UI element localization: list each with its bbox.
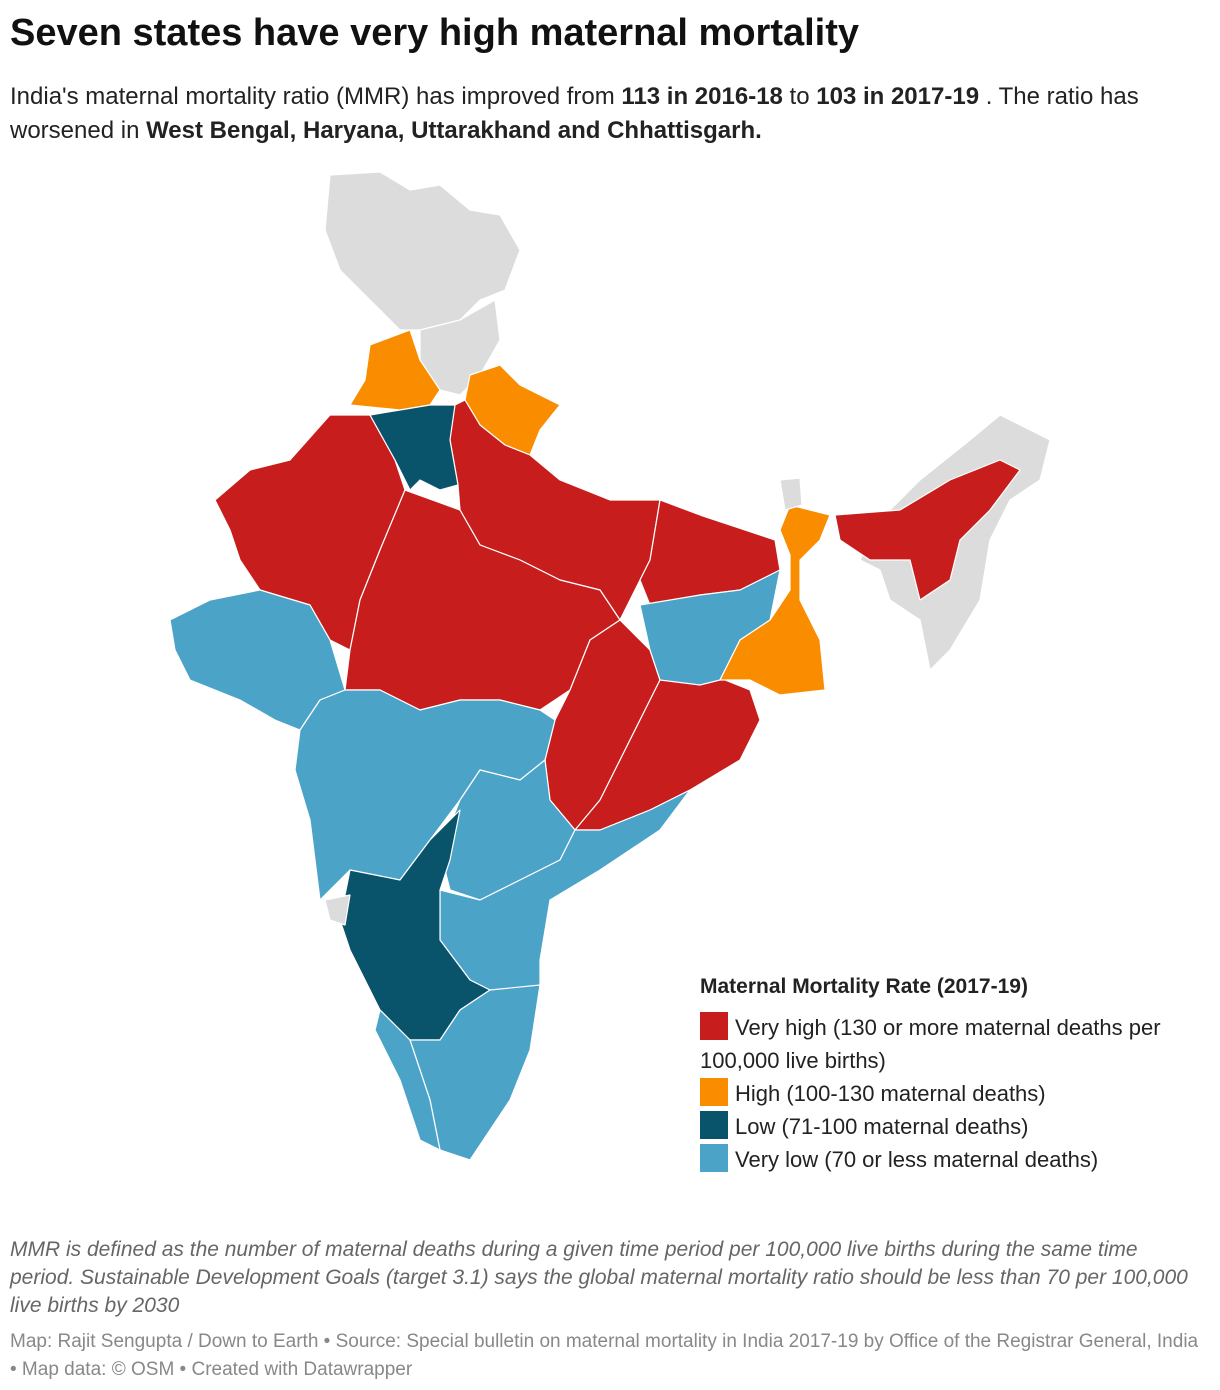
subtitle-segment: India's maternal mortality ratio (MMR) h…	[10, 83, 622, 110]
region	[324, 894, 351, 926]
region	[374, 1009, 441, 1151]
region	[834, 459, 1021, 601]
legend-label: Very high (130 or more maternal deaths p…	[700, 1015, 1161, 1073]
subtitle-segment: to	[782, 83, 817, 110]
legend-swatch	[700, 1078, 728, 1106]
subtitle-segment: . The ratio has worsened in	[10, 83, 1139, 144]
legend-item: Low (71-100 maternal deaths)	[700, 1110, 1170, 1143]
note: MMR is defined as the number of maternal…	[10, 1238, 1188, 1317]
legend-label: Low (71-100 maternal deaths)	[735, 1114, 1029, 1139]
legend-item: Very low (70 or less maternal deaths)	[700, 1143, 1170, 1176]
subtitle: India's maternal mortality ratio (MMR) h…	[10, 80, 1200, 148]
legend-label: High (100-130 maternal deaths)	[735, 1081, 1046, 1106]
legend-swatch	[700, 1111, 728, 1139]
title: Seven states have very high maternal mor…	[10, 12, 860, 54]
legend-title: Maternal Mortality Rate (2017-19)	[700, 975, 1028, 998]
region	[369, 404, 459, 491]
legend-swatch	[700, 1144, 728, 1172]
region	[719, 504, 831, 696]
subtitle-segment: 113 in 2016-18	[621, 83, 783, 110]
legend: Maternal Mortality Rate (2017-19) Very h…	[700, 975, 1170, 1176]
region	[339, 809, 491, 1041]
source: Map: Rajit Sengupta / Down to Earth • So…	[10, 1331, 1199, 1380]
legend-label: Very low (70 or less maternal deaths)	[735, 1147, 1099, 1172]
map	[169, 171, 1051, 1161]
legend-item: Very high (130 or more maternal deaths p…	[700, 1011, 1170, 1077]
legend-item: High (100-130 maternal deaths)	[700, 1077, 1170, 1110]
subtitle-segment: 103 in 2017-19	[816, 83, 980, 110]
region	[324, 171, 521, 331]
legend-swatch	[700, 1012, 728, 1040]
subtitle-segment: West Bengal, Haryana, Uttarakhand and Ch…	[146, 117, 762, 144]
region	[779, 477, 803, 511]
